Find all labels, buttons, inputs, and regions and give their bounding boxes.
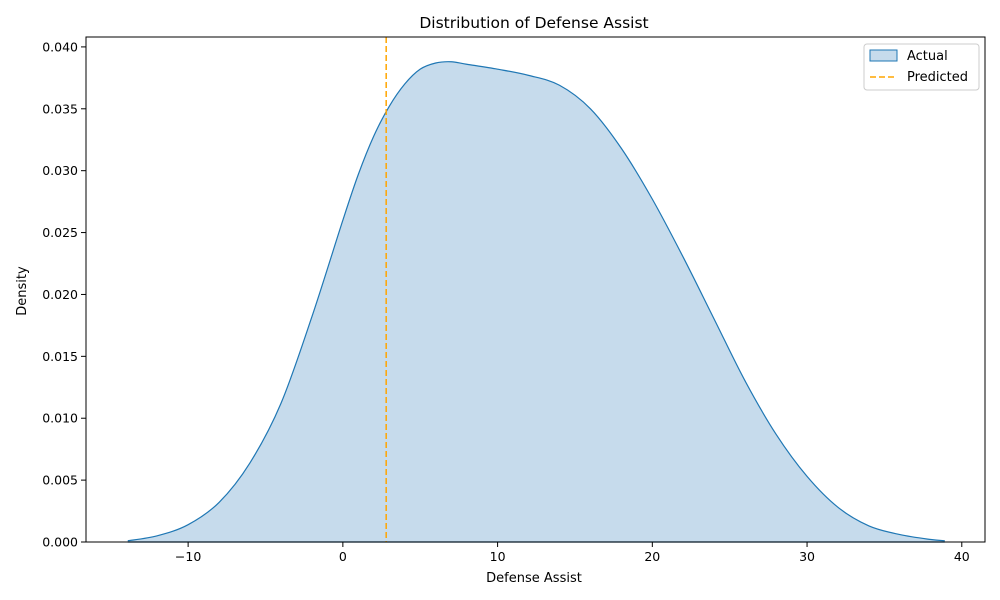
x-tick-label: 20 — [644, 549, 660, 564]
y-tick-label: 0.005 — [42, 473, 78, 488]
x-tick-label: 30 — [799, 549, 815, 564]
axes-frame — [85, 36, 986, 543]
actual-density-fill — [127, 61, 945, 542]
y-tick-label: 0.035 — [42, 101, 78, 116]
y-axis-title: Density — [15, 266, 30, 316]
legend: Actual Predicted — [863, 43, 980, 91]
legend-label-actual: Actual — [907, 49, 948, 64]
y-tick-label: 0.015 — [42, 349, 78, 364]
legend-label-predicted: Predicted — [907, 70, 968, 85]
axes: −10 0 10 20 30 40 0.000 0.005 0.010 0.015 0.020 0.0… — [42, 36, 986, 564]
y-tick-label: 0.020 — [42, 287, 78, 302]
x-tick-label: 10 — [490, 549, 506, 564]
y-tick-label: 0.025 — [42, 225, 78, 240]
y-tick-label: 0.010 — [42, 411, 78, 426]
legend-swatch-actual — [869, 49, 898, 62]
x-tick-label: 0 — [339, 549, 347, 564]
y-tick-label: 0.000 — [42, 535, 78, 550]
y-tick-label: 0.040 — [42, 39, 78, 54]
actual-density-line — [127, 61, 945, 542]
x-axis-title: Defense Assist — [486, 571, 582, 586]
x-tick-label: 40 — [954, 549, 970, 564]
x-tick-label: −10 — [175, 549, 201, 564]
y-tick-label: 0.030 — [42, 163, 78, 178]
plot-area — [127, 37, 945, 543]
chart-title: Distribution of Defense Assist — [419, 14, 648, 32]
